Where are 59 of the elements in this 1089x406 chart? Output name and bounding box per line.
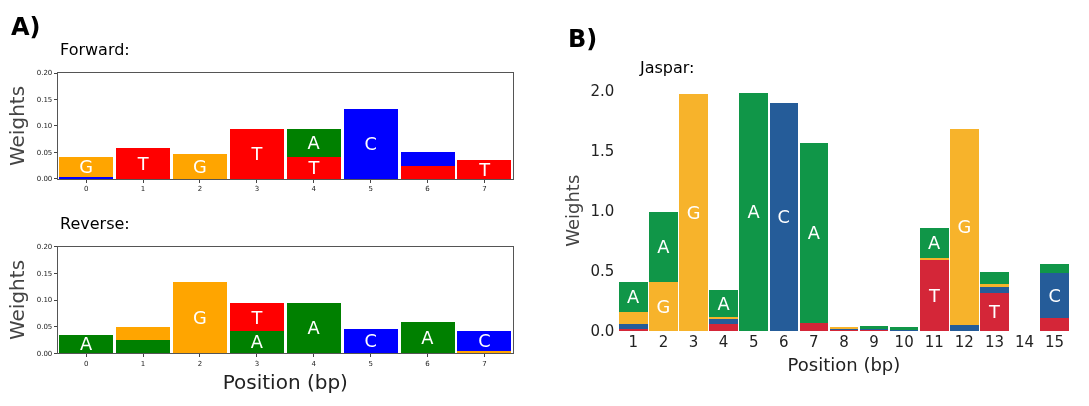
series-label: C bbox=[478, 330, 491, 352]
series-label: A bbox=[250, 331, 264, 353]
y-tick-label: 1.0 bbox=[590, 202, 615, 221]
text: A bbox=[928, 231, 941, 253]
text: G bbox=[193, 155, 207, 177]
y-tick-label: 0.0 bbox=[590, 322, 615, 341]
x-tick-label: 10 bbox=[894, 333, 914, 352]
y-tick-label: 0.5 bbox=[590, 262, 615, 281]
text: A) bbox=[11, 13, 41, 41]
text: A bbox=[627, 285, 640, 307]
y-axis-title: Weights bbox=[561, 174, 583, 247]
x-tick-label: 6 bbox=[779, 333, 789, 352]
text: A bbox=[807, 222, 820, 244]
series-label: C bbox=[364, 132, 377, 154]
y-tick-label: 2.0 bbox=[590, 81, 615, 100]
text: C bbox=[364, 330, 377, 352]
x-axis-title: Position (bp) bbox=[787, 354, 901, 376]
series-label: G bbox=[193, 307, 207, 329]
text: A bbox=[79, 333, 93, 355]
x-tick-label: 7 bbox=[809, 333, 819, 352]
text: B) bbox=[568, 25, 598, 53]
text: A bbox=[307, 317, 320, 339]
text: A bbox=[657, 236, 670, 258]
x-axis-title: Position (bp) bbox=[222, 370, 348, 395]
x-tick-label: 3 bbox=[688, 333, 699, 352]
y-axis-title: Weights bbox=[5, 85, 30, 167]
x-tick-label: 11 bbox=[924, 333, 944, 352]
x-tick-label: 4 bbox=[718, 333, 729, 352]
series-label: C bbox=[777, 206, 791, 228]
series-label: T bbox=[988, 301, 1001, 323]
text: T bbox=[251, 143, 263, 165]
text: T bbox=[137, 152, 149, 174]
text: A bbox=[421, 326, 434, 348]
x-tick-label: 5 bbox=[748, 333, 759, 352]
text: A bbox=[747, 201, 760, 223]
x-tick-label: 9 bbox=[869, 333, 879, 352]
text: T bbox=[928, 284, 940, 306]
x-tick-label: 2 bbox=[658, 333, 669, 352]
chart-title: Forward: bbox=[60, 40, 130, 59]
x-tick-label: 1 bbox=[628, 333, 639, 352]
series-label: G bbox=[79, 156, 94, 178]
text: C bbox=[1048, 284, 1061, 306]
x-tick-label: 8 bbox=[839, 333, 849, 352]
x-tick-label: 12 bbox=[954, 333, 974, 352]
series-label: T bbox=[250, 306, 263, 328]
x-tick-label: 13 bbox=[984, 333, 1004, 352]
series-label: T bbox=[307, 157, 320, 179]
x-tick-label: 14 bbox=[1014, 333, 1035, 352]
text: G bbox=[686, 201, 701, 223]
y-axis-title: Weights bbox=[5, 259, 30, 341]
series-label: A bbox=[717, 292, 731, 314]
chart-title: Reverse: bbox=[60, 214, 130, 233]
x-tick-label: 15 bbox=[1045, 333, 1065, 352]
chart-title: Jaspar: bbox=[639, 58, 695, 77]
text: T bbox=[479, 158, 490, 180]
text: G bbox=[957, 216, 972, 238]
series-label: A bbox=[307, 132, 321, 154]
y-tick-label: 1.5 bbox=[590, 141, 615, 160]
series-label: G bbox=[656, 295, 671, 317]
